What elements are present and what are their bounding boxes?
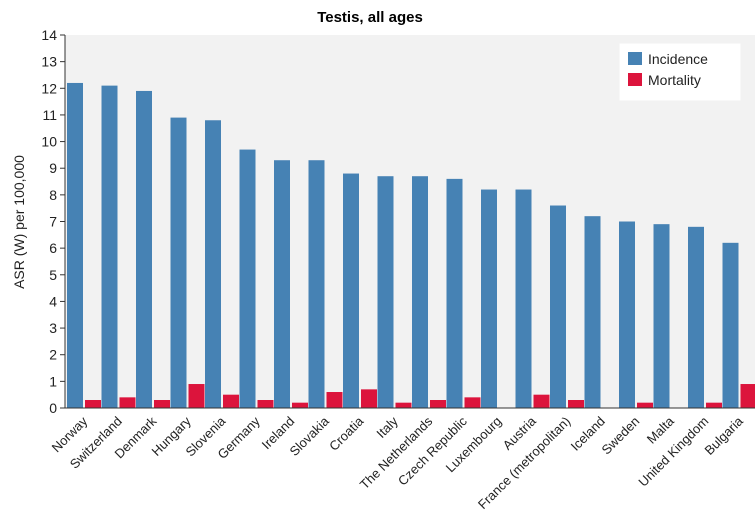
bars-group <box>67 82 755 409</box>
y-tick-label: 8 <box>49 187 57 203</box>
legend: Incidence Mortality <box>619 43 741 101</box>
y-tick-label: 1 <box>49 373 57 389</box>
y-tick-label: 3 <box>49 320 57 336</box>
y-tick-label: 6 <box>49 240 57 256</box>
legend-label-incidence: Incidence <box>648 51 708 67</box>
chart-title: Testis, all ages <box>317 9 423 26</box>
y-tick-label: 14 <box>41 27 57 43</box>
bar-mortality <box>637 402 653 408</box>
bar-mortality <box>292 402 308 408</box>
bar-incidence <box>722 242 739 408</box>
bar-incidence <box>239 149 256 409</box>
bar-incidence <box>688 226 704 408</box>
legend-swatch-mortality <box>628 73 642 86</box>
bar-incidence <box>170 117 187 408</box>
bar-mortality <box>568 400 584 408</box>
x-tick-label: Slovakia <box>287 413 333 459</box>
x-tick-label: Italy <box>373 413 401 441</box>
bar-incidence <box>515 189 532 408</box>
bar-mortality <box>464 397 481 408</box>
bar-incidence <box>343 173 359 408</box>
bar-incidence <box>619 221 635 408</box>
x-tick-label: Bulgaria <box>702 413 747 458</box>
bar-mortality <box>85 400 101 408</box>
bar-mortality <box>740 384 755 408</box>
bar-mortality <box>361 389 377 408</box>
bar-incidence <box>550 205 566 408</box>
bar-mortality <box>223 394 239 408</box>
x-axis: NorwaySwitzerlandDenmarkHungarySloveniaG… <box>49 407 755 512</box>
bar-mortality <box>326 392 343 408</box>
bar-mortality <box>706 402 722 408</box>
bar-incidence <box>481 189 497 408</box>
bar-incidence <box>653 224 670 408</box>
bar-incidence <box>308 160 325 408</box>
y-tick-label: 13 <box>41 54 57 70</box>
bar-incidence <box>584 216 601 408</box>
y-tick-label: 12 <box>41 80 57 96</box>
bar-mortality <box>430 400 446 408</box>
y-tick-label: 7 <box>49 214 57 230</box>
y-axis-title: ASR (W) per 100,000 <box>11 155 27 289</box>
y-tick-label: 5 <box>49 267 57 283</box>
y-tick-label: 0 <box>49 400 57 416</box>
legend-label-mortality: Mortality <box>648 72 701 88</box>
x-tick-label: Croatia <box>326 413 367 454</box>
bar-mortality <box>188 384 205 408</box>
bar-incidence <box>136 90 152 408</box>
bar-mortality <box>257 400 274 408</box>
bar-incidence <box>377 176 394 408</box>
bar-incidence <box>412 176 428 408</box>
bar-mortality <box>154 400 170 408</box>
bar-mortality <box>395 402 412 408</box>
bar-incidence <box>67 82 83 408</box>
bar-mortality <box>533 394 550 408</box>
bar-mortality <box>119 397 136 408</box>
bar-incidence <box>205 120 221 408</box>
bar-incidence <box>101 85 118 408</box>
y-tick-label: 11 <box>42 107 57 123</box>
y-tick-label: 2 <box>49 347 57 363</box>
y-tick-label: 10 <box>41 134 57 150</box>
bar-incidence <box>446 178 463 408</box>
x-tick-label: Sweden <box>599 414 643 458</box>
y-tick-label: 4 <box>49 293 57 309</box>
legend-swatch-incidence <box>628 52 642 65</box>
y-tick-label: 9 <box>49 160 57 176</box>
bar-incidence <box>274 160 290 408</box>
